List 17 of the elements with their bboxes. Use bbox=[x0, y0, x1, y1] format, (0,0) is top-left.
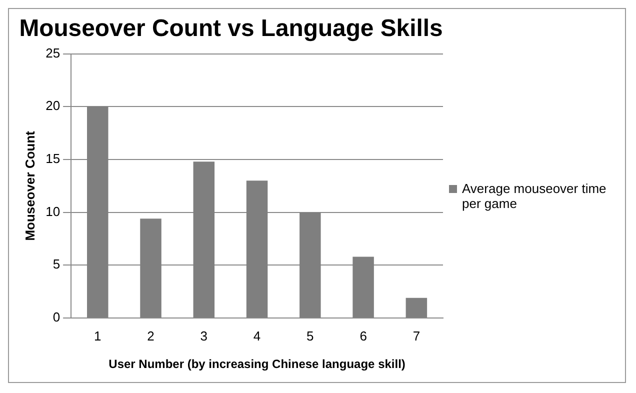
y-tick-label: 0 bbox=[52, 310, 60, 325]
x-tick-label: 3 bbox=[200, 328, 208, 344]
x-tick-label: 7 bbox=[412, 328, 420, 344]
x-tick-label: 6 bbox=[360, 328, 367, 344]
y-tick-label: 5 bbox=[52, 256, 60, 272]
y-tick-label: 15 bbox=[46, 151, 60, 166]
x-axis-title: User Number (by increasing Chinese language skill) bbox=[108, 357, 406, 372]
x-tick-label: 4 bbox=[253, 328, 261, 344]
y-tick-label: 20 bbox=[46, 98, 60, 114]
chart-title: Mouseover Count vs Language Skills bbox=[19, 14, 443, 42]
y-tick-label: 10 bbox=[46, 204, 60, 219]
legend-label: Average mouseover time per game bbox=[462, 180, 608, 210]
x-tick-label: 5 bbox=[306, 328, 314, 344]
y-tick-label: 25 bbox=[46, 45, 60, 60]
x-tick-label: 2 bbox=[147, 328, 154, 344]
y-axis-title: Mouseover Count bbox=[22, 130, 38, 241]
x-tick-label: 1 bbox=[94, 328, 102, 344]
